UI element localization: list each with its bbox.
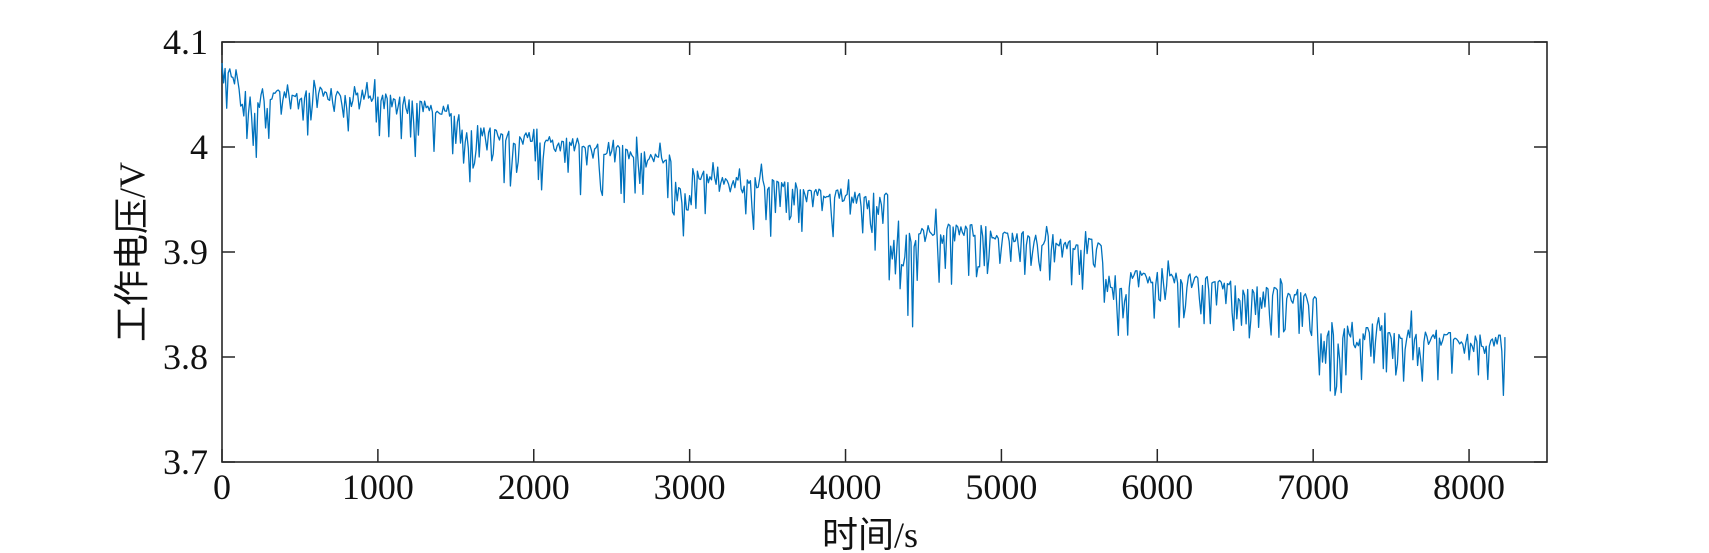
x-tick-label: 8000 [1433,467,1506,507]
y-tick-label: 3.9 [163,232,208,272]
x-tick-label: 1000 [341,467,414,507]
x-tick-label: 4000 [809,467,882,507]
x-tick-label: 0 [213,467,231,507]
x-axis-label: 时间/s [821,515,918,553]
axes-box [221,41,1548,463]
y-tick-label: 4 [190,127,208,167]
y-tick-label: 3.8 [163,337,208,377]
y-axis-label: 工作电压/V [112,162,152,343]
y-tick-label: 4.1 [163,22,208,62]
y-tick-label: 3.7 [163,442,208,482]
x-tick-label: 7000 [1277,467,1350,507]
x-tick-label: 5000 [965,467,1038,507]
x-tick-label: 2000 [497,467,570,507]
x-tick-label: 3000 [653,467,726,507]
x-tick-label: 6000 [1121,467,1194,507]
voltage-series-line [221,62,1506,396]
